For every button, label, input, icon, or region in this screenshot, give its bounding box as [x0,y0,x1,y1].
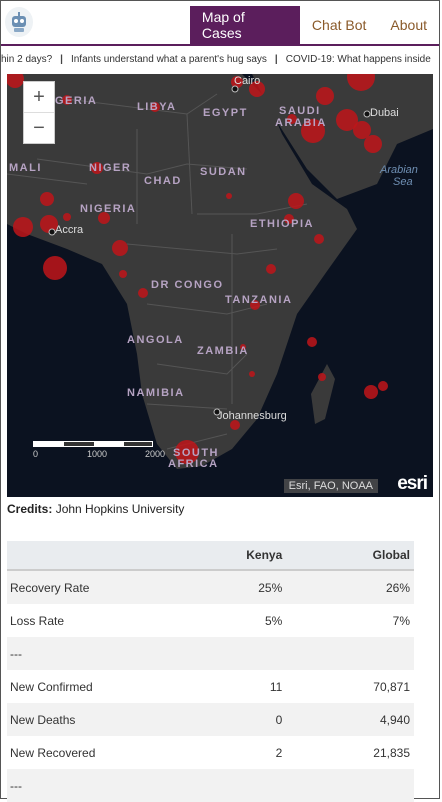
map-label: Dubai [370,107,399,119]
case-marker [40,192,54,206]
tab-chat-bot[interactable]: Chat Bot [311,17,367,33]
case-marker [250,300,260,310]
credits-source: John Hopkins University [55,502,185,516]
column-header-global: Global [372,548,410,562]
case-marker [13,217,33,237]
case-marker [43,256,67,280]
case-marker [240,344,246,350]
case-marker [63,213,71,221]
case-marker [266,264,276,274]
esri-logo[interactable]: esri [397,473,428,494]
case-marker [40,215,58,233]
arabia-landmass [252,74,433,199]
robot-logo-icon[interactable] [5,7,33,37]
case-marker [98,212,110,224]
table-row: Recovery Rate 25% 26% [7,571,414,604]
map-label: NAMIBIA [127,387,185,399]
map-label: Accra [55,224,84,236]
case-marker [287,114,297,124]
table-row: New Confirmed 11 70,871 [10,679,410,694]
case-marker [7,74,24,88]
case-marker [284,214,294,224]
map-label: NIGERIA [80,203,136,215]
table-header: Kenya Global [7,541,414,569]
case-marker [150,102,160,112]
case-marker [91,162,103,174]
table-row: --- [7,769,414,802]
zoom-control: + − [23,81,55,144]
case-markers [7,74,388,464]
map-label: SUDAN [200,166,247,178]
case-marker [378,381,388,391]
ticker-headline[interactable]: COVID-19: What happens inside [285,54,431,65]
zoom-out-button[interactable]: − [33,116,45,139]
scale-label: 1000 [87,449,108,459]
tab-about[interactable]: About [390,17,427,33]
credits-label: Credits: [7,502,53,516]
case-marker [316,87,334,105]
map-label: NIGER [89,162,131,174]
map-label: Arabian [379,164,418,176]
case-marker [353,121,371,139]
case-marker [314,234,324,244]
map-label: GERIA [55,95,97,107]
case-marker [226,193,232,199]
case-marker [119,270,127,278]
case-marker [301,119,325,143]
map-label: ARABIA [275,117,327,129]
case-marker [364,135,382,153]
case-marker [230,420,240,430]
map-label: EGYPT [203,107,248,119]
map-label: TANZANIA [225,294,292,306]
case-marker [62,95,72,105]
map-label: DR CONGO [151,279,224,291]
ticker-headline[interactable]: Infants understand what a parent's hug s… [70,54,267,65]
map-label: ZAMBIA [197,345,249,357]
map-canvas[interactable]: GERIA LIBYA EGYPT SAUDI ARABIA MALI NIGE… [7,74,433,497]
credits: Credits: John Hopkins University [7,502,184,516]
tab-map-of-cases[interactable]: Map of Cases [189,6,300,44]
case-marker [112,240,128,256]
map-label: LIBYA [137,101,177,113]
map-label: Cairo [234,75,260,87]
map-label: Sea [393,176,413,188]
stats-table: Kenya Global Recovery Rate 25% 26% Loss … [7,541,414,802]
table-row: New Recovered 2 21,835 [10,745,410,760]
nav-bar: Map of Cases Chat Bot About [189,6,439,44]
map-label: ETHIOPIA [250,218,314,230]
case-marker [288,193,304,209]
case-marker [231,76,243,88]
map-label: AFRICA [168,458,219,470]
news-ticker: hin 2 days? | Infants understand what a pa… [1,49,439,71]
column-header-kenya: Kenya [246,548,283,562]
case-marker [138,288,148,298]
table-row: --- [7,637,414,670]
scale-label: 2000 [145,449,166,459]
map-label: MALI [9,162,42,174]
cases-map[interactable]: GERIA LIBYA EGYPT SAUDI ARABIA MALI NIGE… [7,74,433,497]
case-marker [307,337,317,347]
case-marker [318,373,326,381]
map-label: ANGOLA [127,334,184,346]
map-label: SAUDI [279,105,321,117]
table-row: Loss Rate 5% 7% [10,613,410,628]
case-marker [175,440,199,464]
scale-bar: 0 1000 2000 [33,441,165,459]
case-marker [336,109,358,131]
case-marker [364,385,378,399]
scale-label: 0 [33,449,39,459]
zoom-in-button[interactable]: + [24,82,54,113]
case-marker [249,81,265,97]
header: Map of Cases Chat Bot About [1,1,439,46]
map-label: CHAD [144,175,182,187]
case-marker [249,371,255,377]
map-label: Johannesburg [217,410,287,422]
ticker-headline[interactable]: hin 2 days? [1,54,53,65]
table-row: New Deaths 0 4,940 [7,703,414,736]
map-label: SOUTH [173,447,219,459]
madagascar-landmass [311,364,335,424]
map-attribution[interactable]: Esri, FAO, NOAA [283,479,378,493]
case-marker [347,74,375,91]
